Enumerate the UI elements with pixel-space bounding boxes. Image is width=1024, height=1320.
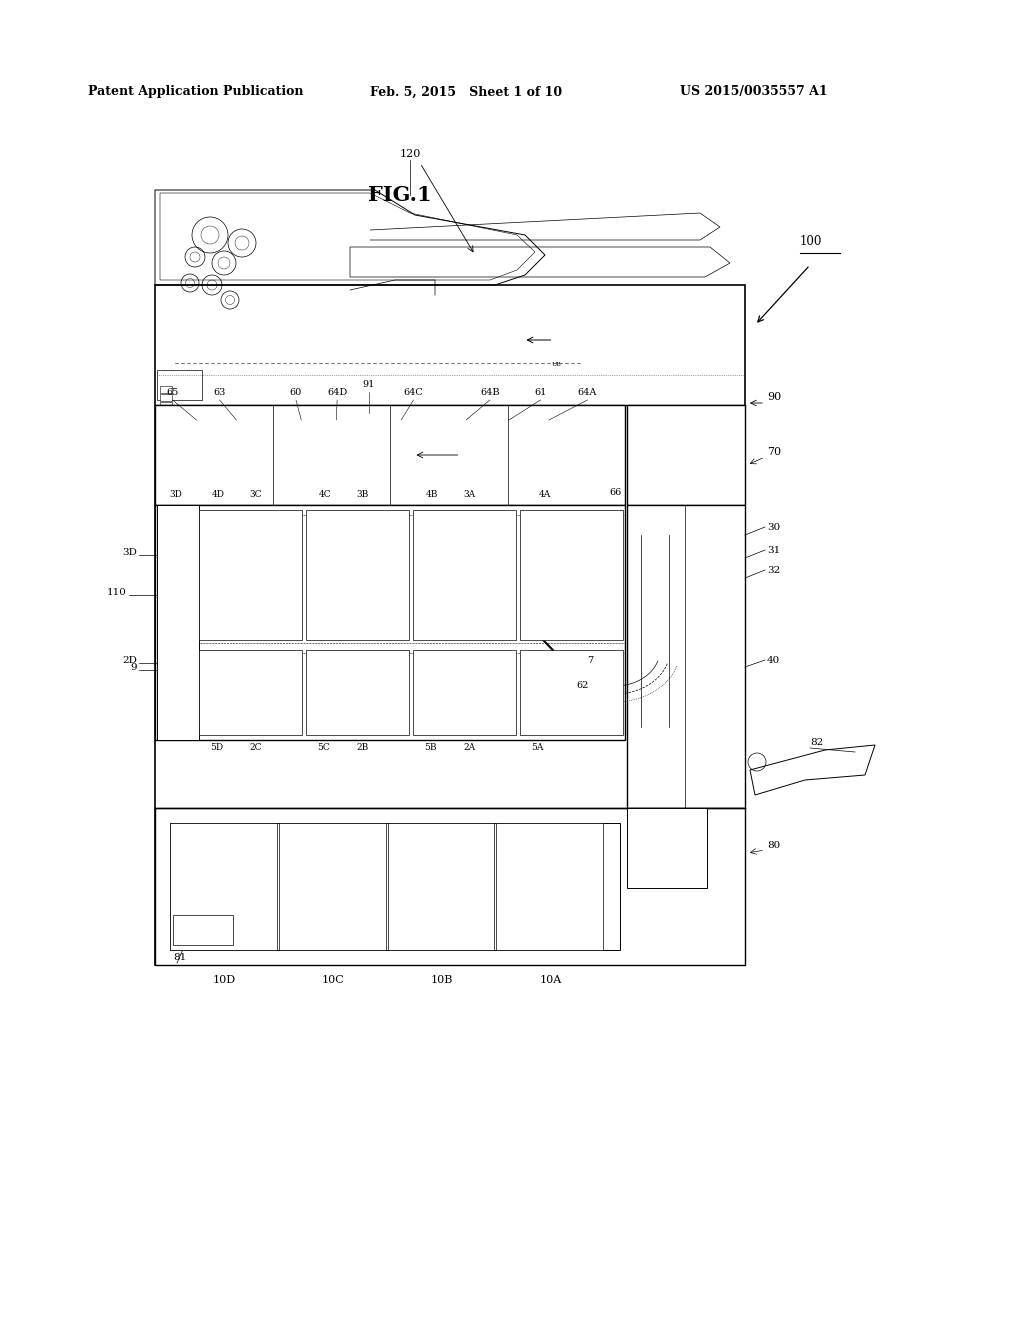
Bar bbox=[170, 822, 276, 950]
Text: 61: 61 bbox=[535, 388, 547, 397]
Text: UB: UB bbox=[551, 362, 561, 367]
Text: 4A: 4A bbox=[539, 490, 551, 499]
Bar bbox=[306, 649, 409, 735]
Text: 64D: 64D bbox=[327, 388, 347, 397]
Text: 65: 65 bbox=[167, 388, 179, 397]
Text: Feb. 5, 2015   Sheet 1 of 10: Feb. 5, 2015 Sheet 1 of 10 bbox=[370, 86, 562, 99]
Bar bbox=[413, 649, 516, 735]
Bar bbox=[170, 822, 620, 950]
Bar bbox=[559, 680, 579, 694]
Text: 110: 110 bbox=[108, 587, 127, 597]
Text: 90: 90 bbox=[767, 392, 781, 403]
Text: 32: 32 bbox=[767, 566, 780, 576]
Bar bbox=[627, 506, 745, 808]
Text: 5A: 5A bbox=[531, 743, 544, 752]
Text: 10B: 10B bbox=[431, 975, 453, 985]
Text: 3C: 3C bbox=[250, 490, 262, 499]
Text: 3D: 3D bbox=[170, 490, 182, 499]
Bar bbox=[627, 405, 745, 506]
Bar bbox=[497, 822, 603, 950]
Bar bbox=[160, 393, 172, 401]
Text: 62: 62 bbox=[577, 681, 589, 690]
Text: 80: 80 bbox=[767, 841, 780, 850]
Text: Patent Application Publication: Patent Application Publication bbox=[88, 86, 303, 99]
Text: 31: 31 bbox=[767, 546, 780, 554]
Text: 2A: 2A bbox=[464, 743, 476, 752]
Text: 64C: 64C bbox=[403, 388, 423, 397]
Text: 10C: 10C bbox=[322, 975, 344, 985]
Text: 7: 7 bbox=[588, 656, 594, 665]
Bar bbox=[157, 506, 199, 741]
Bar bbox=[160, 403, 172, 409]
Bar bbox=[520, 510, 623, 640]
Text: FIG.1: FIG.1 bbox=[369, 185, 432, 205]
Text: 5C: 5C bbox=[316, 743, 330, 752]
Bar bbox=[160, 385, 172, 393]
Text: 10D: 10D bbox=[213, 975, 236, 985]
Text: 10A: 10A bbox=[540, 975, 562, 985]
Text: 60: 60 bbox=[290, 388, 302, 397]
Text: 30: 30 bbox=[767, 523, 780, 532]
Text: 3D: 3D bbox=[122, 548, 137, 557]
Text: 2D: 2D bbox=[122, 656, 137, 665]
Bar bbox=[345, 680, 365, 694]
Bar bbox=[413, 510, 516, 640]
Text: 120: 120 bbox=[399, 149, 421, 158]
Text: 2B: 2B bbox=[356, 743, 369, 752]
Text: 100: 100 bbox=[800, 235, 822, 248]
Bar bbox=[199, 649, 302, 735]
Bar bbox=[387, 822, 495, 950]
Text: 3A: 3A bbox=[464, 490, 476, 499]
Text: 4C: 4C bbox=[319, 490, 332, 499]
Text: 5D: 5D bbox=[210, 743, 223, 752]
Bar bbox=[157, 370, 202, 400]
Text: 81: 81 bbox=[173, 953, 186, 962]
Text: 2C: 2C bbox=[250, 743, 262, 752]
Text: 91: 91 bbox=[362, 380, 375, 389]
Bar bbox=[173, 915, 233, 945]
Text: 64A: 64A bbox=[578, 388, 597, 397]
Text: 70: 70 bbox=[767, 447, 781, 457]
Text: 4D: 4D bbox=[212, 490, 225, 499]
Text: 64B: 64B bbox=[480, 388, 500, 397]
Text: 40: 40 bbox=[767, 656, 780, 665]
Bar bbox=[520, 649, 623, 735]
Bar bbox=[155, 506, 625, 741]
Text: 4B: 4B bbox=[426, 490, 438, 499]
Bar bbox=[306, 510, 409, 640]
Text: 9: 9 bbox=[130, 663, 137, 672]
Text: 82: 82 bbox=[810, 738, 823, 747]
Text: 5B: 5B bbox=[424, 743, 436, 752]
Bar bbox=[279, 822, 385, 950]
Bar bbox=[155, 405, 625, 506]
Bar bbox=[199, 510, 302, 640]
Text: 66: 66 bbox=[609, 488, 622, 498]
Text: 63: 63 bbox=[213, 388, 226, 397]
Bar bbox=[155, 808, 745, 965]
Bar bbox=[238, 680, 258, 694]
Text: US 2015/0035557 A1: US 2015/0035557 A1 bbox=[680, 86, 827, 99]
Bar bbox=[627, 808, 707, 888]
Bar bbox=[155, 285, 745, 965]
Text: 3B: 3B bbox=[356, 490, 369, 499]
Bar bbox=[452, 680, 472, 694]
